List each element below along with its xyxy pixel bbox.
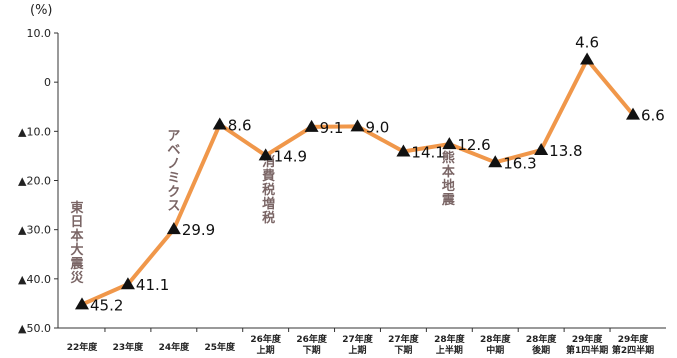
x-tick-label: 26年度上期 [250, 333, 282, 356]
y-tick-label: ▲40.0 [18, 273, 51, 286]
x-tick-label: 28年度中期 [480, 333, 512, 356]
annotation-label: 東日本大震災 [69, 200, 84, 286]
x-tick-label: 27年度下期 [388, 333, 420, 356]
data-point-marker [580, 52, 595, 65]
data-point-marker [442, 137, 457, 150]
annotations: 東日本大震災 アベノミクス 消費税増税 熊本地震 [69, 129, 455, 286]
data-point-marker [534, 143, 549, 156]
data-label: 29.9 [182, 221, 215, 239]
data-point-marker [304, 119, 319, 132]
series-line [80, 57, 635, 307]
data-point-marker [488, 155, 503, 168]
data-point-marker [258, 148, 273, 161]
y-tick-label: ▲20.0 [18, 175, 51, 188]
data-label: 9.1 [320, 119, 344, 137]
x-tick-label: 29年度第2四半期 [612, 333, 654, 356]
x-tick-label: 28年度上半期 [434, 333, 466, 356]
annotation-label: 熊本地震 [441, 150, 456, 208]
x-tick-label: 29年度第1四半期 [566, 333, 608, 356]
data-markers [75, 52, 640, 310]
y-axis-ticks: 10.0 0 ▲10.0 ▲20.0 ▲30.0 ▲40.0 ▲50.0 [18, 27, 58, 335]
data-point-marker [75, 297, 89, 310]
data-label: 8.6 [228, 116, 252, 134]
data-point-marker [396, 144, 411, 157]
data-point-marker [350, 119, 365, 132]
data-label: 41.1 [136, 276, 169, 294]
x-axis-ticks: 22年度 23年度 24年度 25年度 26年度上期 26年度下期 27年度上期 27年度下期… [67, 328, 654, 356]
data-label: 14.9 [274, 147, 307, 165]
y-tick-label: ▲50.0 [18, 322, 51, 335]
x-tick-label: 26年度下期 [296, 333, 328, 356]
x-tick-label: 22年度 [67, 341, 99, 353]
x-tick-label: 24年度 [159, 341, 191, 353]
annotation-label: 消費税増税 [262, 154, 275, 226]
x-tick-label: 25年度 [204, 341, 236, 353]
x-tick-label: 27年度上期 [342, 333, 374, 356]
data-label: 12.6 [457, 136, 490, 154]
data-point-marker [212, 117, 227, 130]
y-unit-label: (%) [30, 3, 53, 18]
y-tick-label: 10.0 [27, 27, 52, 40]
data-label: 6.6 [641, 107, 665, 125]
data-point-marker [166, 222, 181, 235]
data-label: 14.1 [411, 143, 444, 161]
y-tick-label: 0 [44, 76, 51, 89]
x-tick-label: 28年度後期 [526, 333, 558, 356]
data-label: 13.8 [549, 142, 582, 160]
data-labels: 45.2 41.1 29.9 8.6 14.9 9.1 9.0 14.1 12.6 16.3 13.… [90, 34, 665, 315]
data-label: 45.2 [90, 296, 123, 314]
data-label: 9.0 [366, 118, 390, 136]
x-tick-label: 23年度 [113, 341, 145, 353]
y-tick-label: ▲10.0 [18, 125, 51, 138]
annotation-label: アベノミクス [167, 129, 180, 214]
data-point-marker [626, 107, 640, 120]
data-label: 16.3 [503, 154, 536, 172]
y-tick-label: ▲30.0 [18, 224, 51, 237]
data-label: 4.6 [575, 34, 599, 52]
data-point-marker [120, 277, 135, 290]
